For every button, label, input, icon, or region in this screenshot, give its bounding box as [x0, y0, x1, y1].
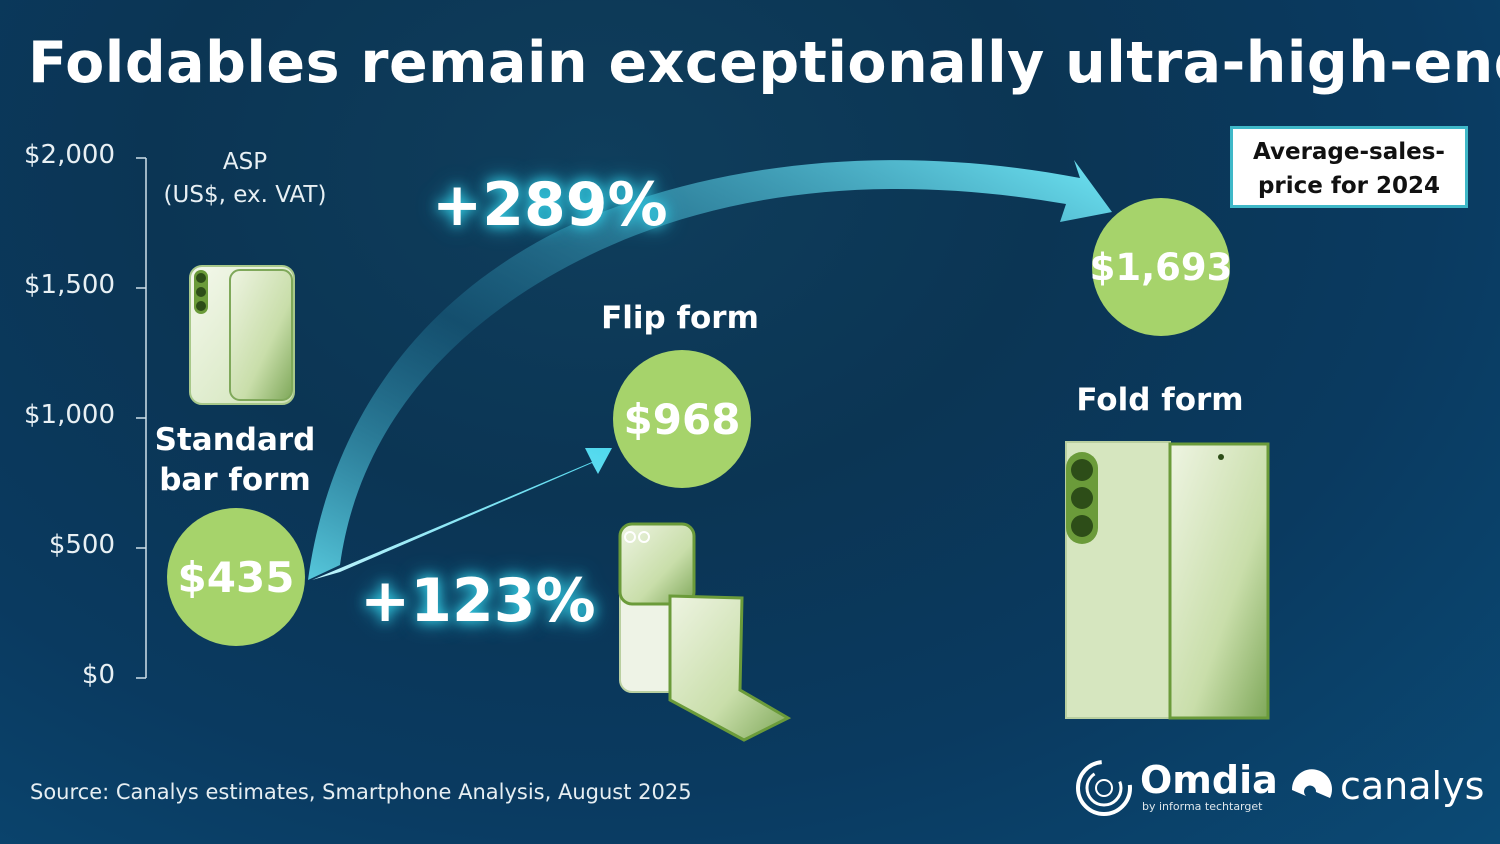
legend-box: Average-sales-price for 2024	[1230, 126, 1468, 208]
growth-label-fold: +289%	[432, 170, 668, 240]
canalys-logo-text: canalys	[1340, 764, 1485, 808]
category-label-fold: Fold form	[1076, 382, 1244, 418]
y-axis-label: ASP (US$, ex. VAT)	[163, 149, 327, 208]
flip-phone-image	[618, 522, 792, 742]
page-title: Foldables remain exceptionally ultra-hig…	[28, 30, 1500, 96]
y-axis	[136, 157, 147, 679]
data-bubble-bar: $435	[167, 508, 305, 646]
omdia-logo-icon	[1076, 760, 1132, 816]
bar-phone-image	[189, 265, 295, 405]
omdia-logo-subtext: by informa techtarget	[1142, 800, 1263, 813]
data-bubble-flip: $968	[613, 350, 751, 488]
y-tick-label: $2,000	[24, 140, 115, 170]
category-label-bar: Standard bar form	[154, 422, 316, 498]
growth-label-flip: +123%	[360, 566, 596, 636]
category-label-flip: Flip form	[601, 300, 759, 336]
source-note: Source: Canalys estimates, Smartphone An…	[30, 780, 692, 804]
y-tick-label: $1,500	[24, 270, 115, 300]
data-bubble-fold: $1,693	[1090, 198, 1232, 336]
fold-phone-image	[1065, 441, 1270, 720]
arrow-to-fold	[308, 160, 1112, 580]
y-tick-label: $500	[48, 530, 115, 560]
omdia-logo-text: Omdia	[1140, 758, 1278, 802]
y-tick-label: $1,000	[24, 400, 115, 430]
y-tick-label: $0	[81, 660, 115, 690]
canalys-logo-icon	[1291, 769, 1332, 798]
